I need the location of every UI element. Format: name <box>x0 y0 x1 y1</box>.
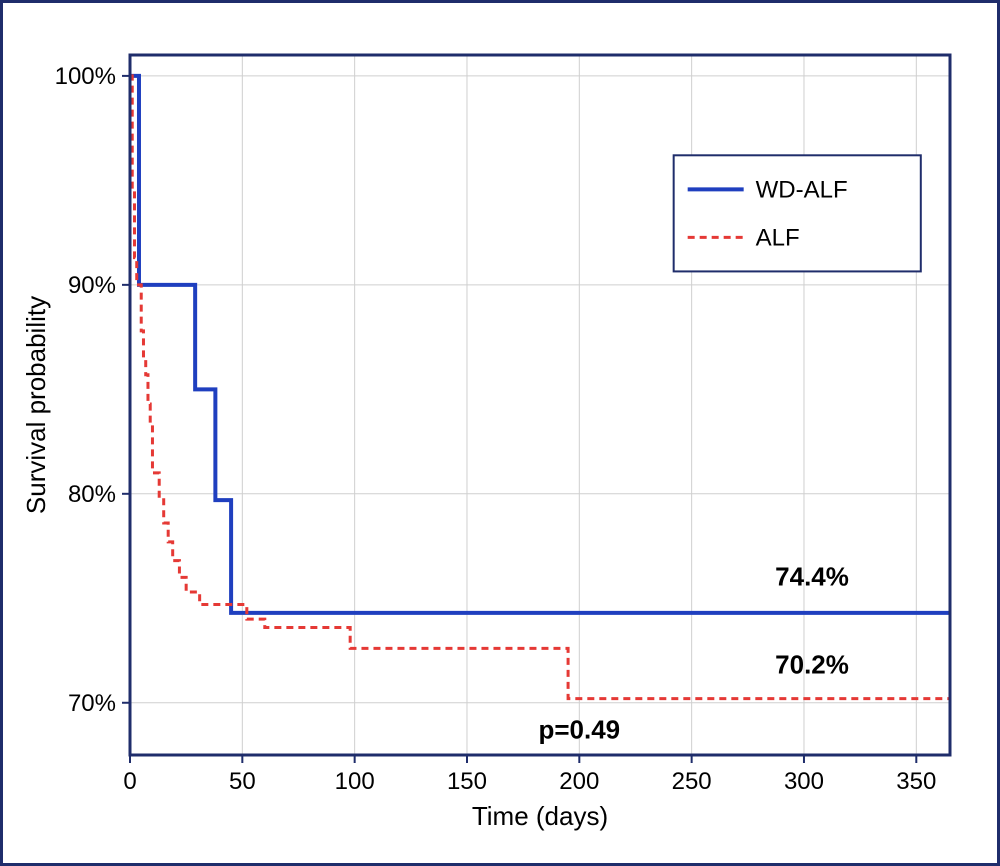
y-tick-label: 70% <box>68 690 116 717</box>
legend: WD-ALF ALF <box>674 155 921 271</box>
y-tick-label: 80% <box>68 481 116 508</box>
y-tick-label: 100% <box>55 63 116 90</box>
x-tick-label: 0 <box>123 768 136 795</box>
annotation-1: 70.2% <box>775 650 849 680</box>
x-tick-label: 150 <box>447 768 487 795</box>
legend-item-label: ALF <box>756 224 800 251</box>
x-tick-label: 200 <box>559 768 599 795</box>
legend-item-label: WD-ALF <box>756 176 848 203</box>
y-tick-label: 90% <box>68 272 116 299</box>
x-tick-label: 50 <box>229 768 256 795</box>
y-axis-label: Survival probability <box>21 296 51 514</box>
annotation-2: p=0.49 <box>538 714 620 744</box>
annotation-0: 74.4% <box>775 562 849 592</box>
x-axis-label: Time (days) <box>472 801 608 831</box>
x-tick-label: 250 <box>672 768 712 795</box>
x-tick-label: 300 <box>784 768 824 795</box>
x-tick-label: 350 <box>896 768 936 795</box>
x-tick-label: 100 <box>335 768 375 795</box>
survival-chart: 0 50 100 150 200 250 300 350 Time (days) 70% 80% 90… <box>0 0 1000 866</box>
